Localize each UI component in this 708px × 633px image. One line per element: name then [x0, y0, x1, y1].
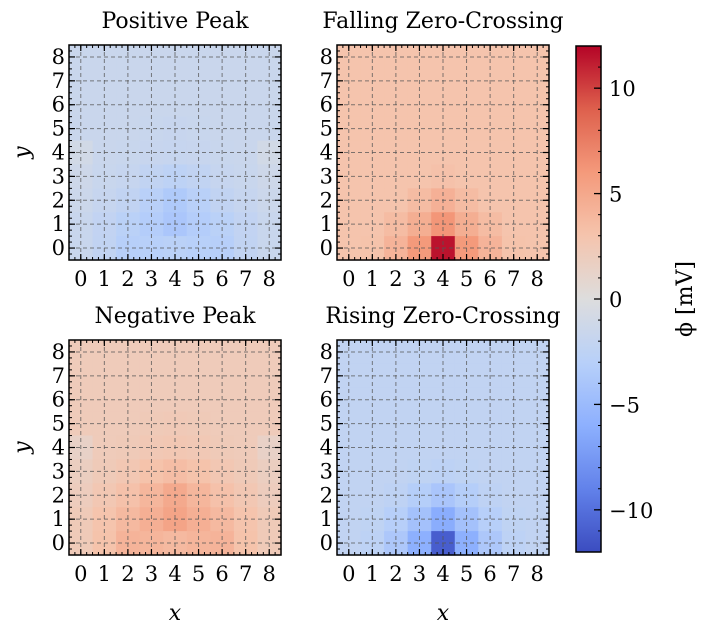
panel1-x-tick-label: 1: [366, 267, 379, 291]
panel1-y-tick-label: 8: [320, 45, 333, 69]
panel3-x-tick-label: 8: [531, 562, 544, 586]
panel0-x-tick-label: 4: [168, 267, 181, 291]
panel1-y-tick-label: 7: [320, 69, 333, 93]
panel0-y-tick-label: 8: [52, 45, 65, 69]
panel3-y-tick-label: 5: [320, 412, 333, 436]
panel0-y-tick-label: 7: [52, 69, 65, 93]
panel0-cell: [139, 164, 164, 189]
panel2-frame: [68, 339, 282, 556]
panel2-y-tick-label: 5: [52, 412, 65, 436]
panel2-y-tick-label: 7: [52, 364, 65, 388]
colorbar-tick-label: 5: [609, 183, 622, 207]
panel1-y-tick-label: 4: [320, 141, 333, 165]
panel3-x-tick-label: 3: [413, 562, 426, 586]
panel3-x-tick-label: 0: [342, 562, 355, 586]
panel0-title: Positive Peak: [101, 9, 249, 34]
panel3-x-tick-label: 1: [366, 562, 379, 586]
panel3-y-tick-label: 1: [320, 507, 333, 531]
panel1-y-tick-label: 3: [320, 164, 333, 188]
panel3-y-tick-label: 4: [320, 436, 333, 460]
panel2-x-tick-label: 7: [239, 562, 252, 586]
panel1-x-tick-label: 0: [342, 267, 355, 291]
panel1-x-tick-label: 5: [460, 267, 473, 291]
panel3-y-tick-label: 2: [320, 483, 333, 507]
colorbar-tick-label: 0: [609, 288, 622, 312]
colorbar-label: ϕ [mV]: [673, 261, 698, 337]
panel3-title: Rising Zero-Crossing: [325, 304, 560, 329]
panel1-x-tick-label: 2: [389, 267, 402, 291]
panel0-x-tick-label: 0: [74, 267, 87, 291]
panel0-frame: [68, 44, 282, 261]
colorbar-tick-label: −5: [609, 393, 640, 417]
panel1-x-tick-label: 7: [507, 267, 520, 291]
panel0-y-tick-label: 1: [52, 212, 65, 236]
panel0-x-tick-label: 5: [192, 267, 205, 291]
panel1-frame: [336, 44, 550, 261]
panel3-y-tick-label: 7: [320, 364, 333, 388]
panel0-x-tick-label: 1: [98, 267, 111, 291]
panel1-y-tick-label: 2: [320, 188, 333, 212]
panel2-x-tick-label: 2: [121, 562, 134, 586]
panel1-x-tick-label: 4: [436, 267, 449, 291]
panel0-x-tick-label: 7: [239, 267, 252, 291]
panel0-x-tick-label: 2: [121, 267, 134, 291]
panel3-y-tick-label: 0: [320, 531, 333, 555]
panel0-ylabel: y: [10, 146, 35, 160]
panel3-xlabel: x: [437, 601, 450, 626]
panel2-x-tick-label: 4: [168, 562, 181, 586]
panel1-y-tick-label: 5: [320, 117, 333, 141]
panel3-cell: [407, 459, 432, 484]
panel0-y-tick-label: 0: [52, 236, 65, 260]
panel0-y-tick-label: 6: [52, 93, 65, 117]
panel2-y-tick-label: 4: [52, 436, 65, 460]
panel1-y-tick-label: 1: [320, 212, 333, 236]
panel3-x-tick-label: 7: [507, 562, 520, 586]
panel3-x-tick-label: 4: [436, 562, 449, 586]
panel2-xlabel: x: [169, 601, 182, 626]
panel3-x-tick-label: 5: [460, 562, 473, 586]
panel2-x-tick-label: 0: [74, 562, 87, 586]
panel0-y-tick-label: 3: [52, 164, 65, 188]
panel2-x-tick-label: 3: [145, 562, 158, 586]
panel2-y-tick-label: 0: [52, 531, 65, 555]
panel3-y-tick-label: 8: [320, 340, 333, 364]
panel1-y-tick-label: 0: [320, 236, 333, 260]
panel2-x-tick-label: 6: [215, 562, 228, 586]
colorbar-tick-label: 10: [609, 77, 636, 101]
panel2-y-tick-label: 3: [52, 459, 65, 483]
panel2-y-tick-label: 2: [52, 483, 65, 507]
panel3-y-tick-label: 6: [320, 388, 333, 412]
panel0-y-tick-label: 4: [52, 141, 65, 165]
panel0-x-tick-label: 6: [215, 267, 228, 291]
panel2-y-tick-label: 8: [52, 340, 65, 364]
panel1-y-tick-label: 6: [320, 93, 333, 117]
panel0-y-tick-label: 5: [52, 117, 65, 141]
panel2-y-tick-label: 6: [52, 388, 65, 412]
panel2-y-tick-label: 1: [52, 507, 65, 531]
panel1-x-tick-label: 8: [531, 267, 544, 291]
colorbar: [575, 45, 602, 553]
panel2-title: Negative Peak: [94, 304, 256, 329]
panel3-x-tick-label: 2: [389, 562, 402, 586]
panel1-title: Falling Zero-Crossing: [322, 9, 563, 34]
panel0-x-tick-label: 8: [263, 267, 276, 291]
panel3-y-tick-label: 3: [320, 459, 333, 483]
panel3-x-tick-label: 6: [483, 562, 496, 586]
panel1-x-tick-label: 6: [483, 267, 496, 291]
panel2-ylabel: y: [10, 441, 35, 455]
panel0-x-tick-label: 3: [145, 267, 158, 291]
panel2-x-tick-label: 1: [98, 562, 111, 586]
panel3-frame: [336, 339, 550, 556]
panel0-y-tick-label: 2: [52, 188, 65, 212]
panel1-cell: [407, 164, 432, 189]
panel2-cell: [139, 459, 164, 484]
colorbar-tick-label: −10: [609, 499, 653, 523]
panel1-x-tick-label: 3: [413, 267, 426, 291]
panel2-x-tick-label: 8: [263, 562, 276, 586]
panel2-x-tick-label: 5: [192, 562, 205, 586]
